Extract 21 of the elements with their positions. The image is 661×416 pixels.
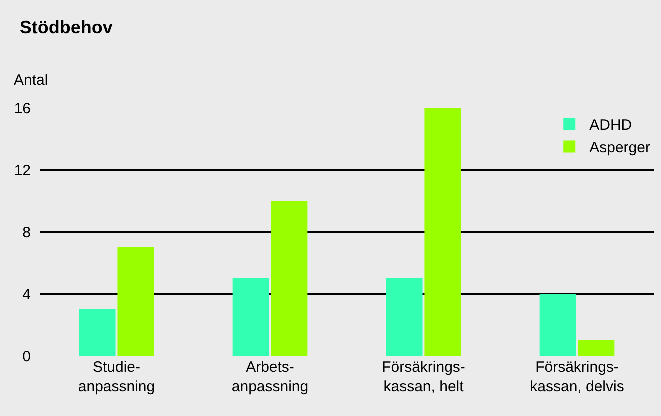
x-tick-label: Försäkrings- kassan, delvis [530,359,624,396]
legend-label: ADHD [590,117,632,134]
x-tick-label: Försäkrings- kassan, helt [382,359,466,396]
y-tick-label: 8 [22,224,31,242]
x-tick-label: Arbets- anpassning [232,359,309,396]
bar [386,278,423,356]
bar [79,310,116,356]
bar [232,278,270,356]
bar [424,108,462,356]
x-tick-label: Studie- anpassning [78,359,156,396]
bar [271,201,308,356]
y-tick-label: 4 [22,286,31,304]
chart-title: Stödbehov [20,17,113,38]
legend-label: Asperger [590,140,650,157]
y-tick-label: 0 [22,348,31,366]
y-tick-label: 16 [14,100,31,118]
bar [578,340,615,356]
y-tick-label: 12 [14,162,31,180]
y-axis-title: Antal [14,72,48,89]
bar [540,294,576,356]
bar [118,248,154,356]
